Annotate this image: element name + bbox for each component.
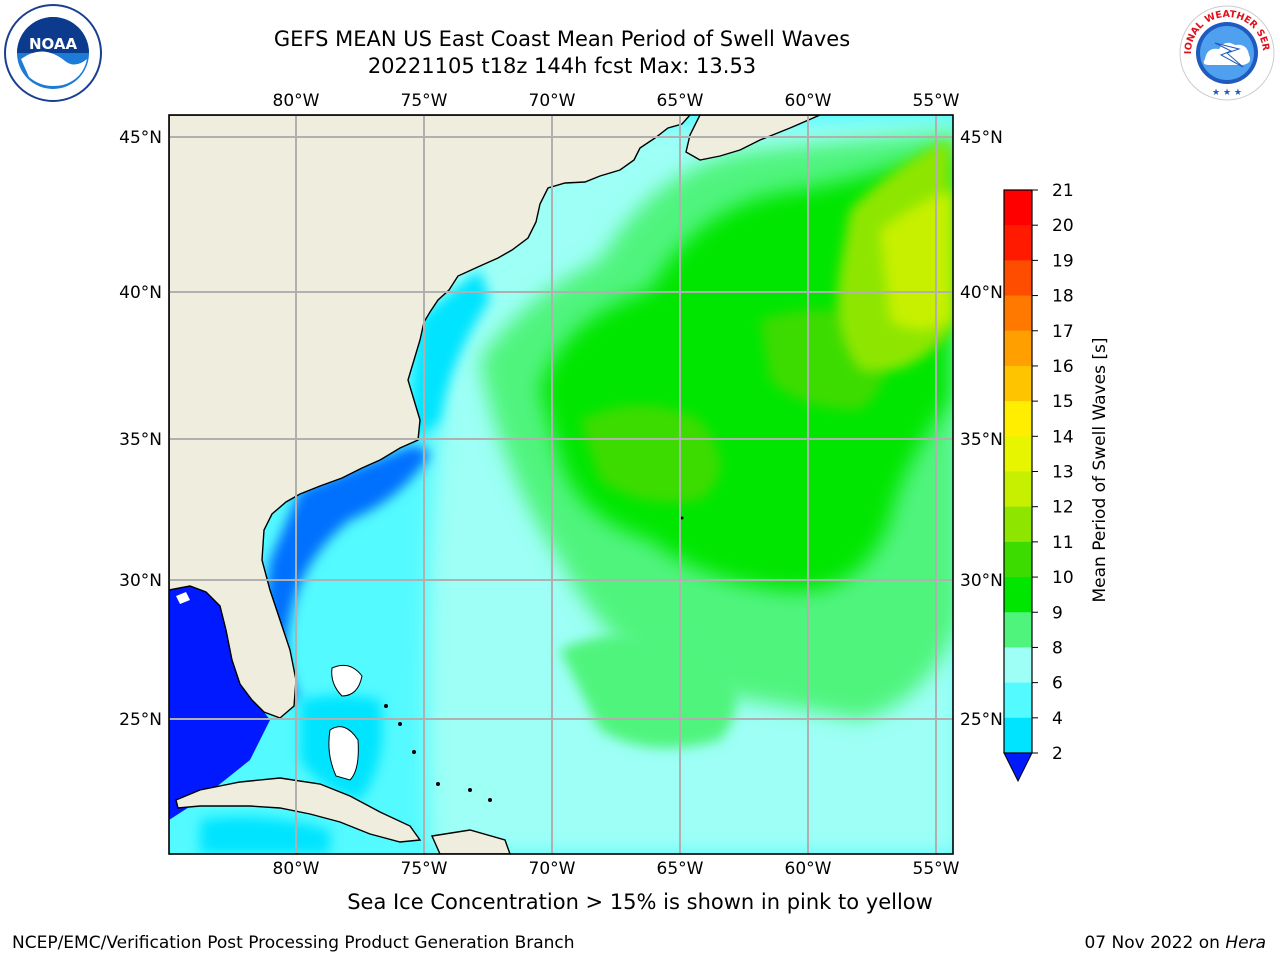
lon-label-top: 80°W [273, 91, 320, 111]
lon-label-bottom: 70°W [529, 859, 576, 879]
lat-label-left: 30°N [119, 571, 162, 591]
colorbar-segment [1004, 541, 1032, 578]
colorbar-tick-label: 15 [1052, 392, 1074, 412]
colorbar-tick-label: 4 [1052, 709, 1063, 729]
colorbar-segment [1004, 295, 1032, 332]
colorbar-tick-label: 6 [1052, 674, 1063, 694]
colorbar-tick-label: 8 [1052, 638, 1063, 658]
colorbar-segment [1004, 577, 1032, 613]
lat-label-right: 30°N [960, 571, 1003, 591]
chart-subtitle: 20221105 t18z 144h fcst Max: 13.53 [367, 54, 757, 78]
colorbar-segment [1004, 401, 1032, 437]
colorbar-tick-label: 21 [1052, 181, 1074, 201]
lon-label-bottom: 55°W [913, 859, 960, 879]
axis-labels: 80°W 80°W 75°W 75°W 70°W 70°W 65°W 65°W 60°W 60°W… [119, 91, 1003, 879]
date-label: 07 Nov 2022 on [1084, 933, 1226, 953]
colorbar-tick-label: 12 [1052, 498, 1074, 518]
chart-title: GEFS MEAN US East Coast Mean Period of S… [273, 27, 851, 51]
colorbar-segment [1004, 365, 1032, 402]
svg-text:★ ★ ★: ★ ★ ★ [1212, 88, 1242, 98]
colorbar-tick-label: 19 [1052, 251, 1074, 271]
colorbar-tick-label: 17 [1052, 322, 1074, 342]
colorbar-segment [1004, 471, 1032, 508]
map-field [169, 115, 953, 854]
machine-name: Hera [1225, 933, 1266, 953]
colorbar-segment [1004, 647, 1032, 684]
colorbar-segment [1004, 682, 1032, 719]
colorbar-segment [1004, 436, 1032, 472]
lat-label-right: 25°N [960, 710, 1003, 730]
colorbar-tick-label: 11 [1052, 533, 1074, 553]
lat-label-left: 40°N [119, 283, 162, 303]
colorbar-segment [1004, 225, 1032, 261]
noaa-logo-icon: NOAA [4, 4, 102, 102]
colorbar-segment [1004, 612, 1032, 648]
lat-label-left: 25°N [119, 710, 162, 730]
lon-label-top: 75°W [401, 91, 448, 111]
colorbar-tick-label: 18 [1052, 287, 1074, 307]
lat-label-right: 45°N [960, 128, 1003, 148]
colorbar-label: Mean Period of Swell Waves [s] [1090, 338, 1110, 603]
lat-label-left: 45°N [119, 128, 162, 148]
lat-label-right: 35°N [960, 430, 1003, 450]
colorbar-extend [1003, 752, 1033, 783]
lon-label-bottom: 60°W [785, 859, 832, 879]
national-weather-service-logo-icon: NATIONAL WEATHER SERVICE ★ ★ ★ [1177, 3, 1275, 101]
colorbar-tick-label: 13 [1052, 463, 1074, 483]
map-frame [168, 114, 954, 855]
graticule [169, 115, 953, 854]
colorbar-segment [1004, 260, 1032, 297]
credit-text: NCEP/EMC/Verification Post Processing Pr… [12, 933, 575, 953]
lon-label-top: 70°W [529, 91, 576, 111]
colorbar-tick-label: 16 [1052, 357, 1074, 377]
colorbar-segment [1004, 330, 1032, 367]
lon-label-bottom: 75°W [401, 859, 448, 879]
date-text: 07 Nov 2022 on Hera [1084, 933, 1266, 953]
colorbar-tick-label: 20 [1052, 216, 1074, 236]
noaa-logo-text: NOAA [29, 35, 78, 53]
lon-label-top: 60°W [785, 91, 832, 111]
colorbar-tick-label: 10 [1052, 568, 1074, 588]
sea-ice-note: Sea Ice Concentration > 15% is shown in … [347, 890, 933, 914]
colorbar-tick-label: 2 [1052, 744, 1063, 764]
lon-label-top: 55°W [913, 91, 960, 111]
colorbar-segment [1004, 190, 1032, 226]
lon-label-bottom: 80°W [273, 859, 320, 879]
lon-label-bottom: 65°W [657, 859, 704, 879]
colorbar-tick-label: 14 [1052, 427, 1074, 447]
colorbar-segment [1004, 506, 1032, 543]
lat-label-left: 35°N [119, 430, 162, 450]
colorbar: 2 4 6 8 9 10 11 12 13 14 15 16 17 18 19 20 21 [1003, 181, 1074, 783]
lon-label-top: 65°W [657, 91, 704, 111]
lat-label-right: 40°N [960, 283, 1003, 303]
colorbar-segment [1004, 717, 1032, 754]
colorbar-tick-label: 9 [1052, 603, 1063, 623]
